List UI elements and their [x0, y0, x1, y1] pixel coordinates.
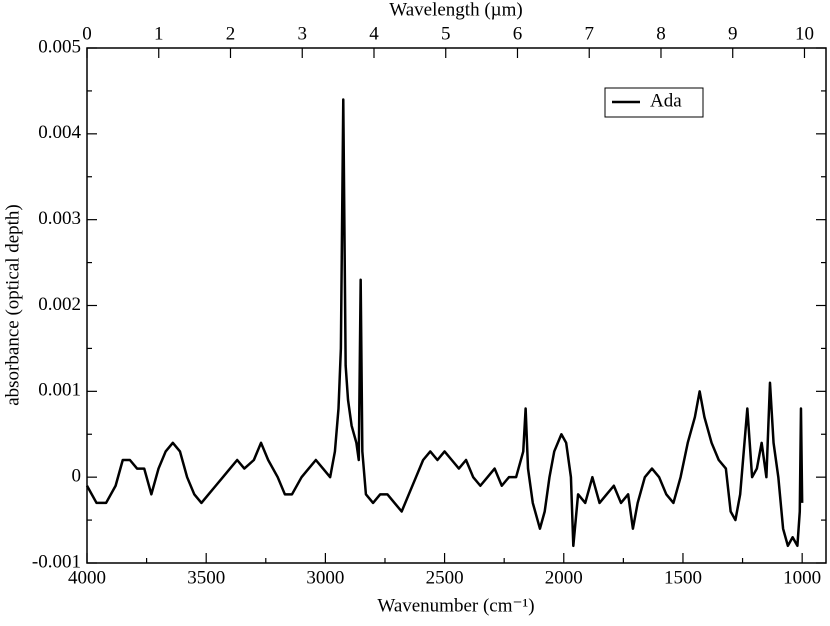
x-tick-label: 1000 [783, 567, 821, 588]
x2-tick-label: 2 [226, 23, 236, 44]
y-tick-label: -0.001 [32, 551, 81, 572]
x2-tick-label: 9 [728, 23, 738, 44]
x2-tick-label: 10 [795, 23, 814, 44]
y-tick-label: 0.003 [38, 208, 81, 229]
x-tick-label: 3500 [187, 567, 225, 588]
y-tick-label: 0 [72, 466, 82, 487]
x-tick-label: 2000 [545, 567, 583, 588]
x2-axis-label: Wavelength (µm) [389, 0, 522, 20]
legend-label: Ada [650, 90, 682, 111]
y-tick-label: 0.005 [38, 36, 81, 57]
x2-tick-label: 7 [584, 23, 594, 44]
x-tick-label: 2500 [426, 567, 464, 588]
y-tick-label: 0.001 [38, 380, 81, 401]
y-tick-label: 0.002 [38, 294, 81, 315]
x2-tick-label: 4 [369, 23, 379, 44]
x-tick-label: 3000 [306, 567, 344, 588]
data-line [85, 98, 804, 548]
x2-tick-label: 8 [656, 23, 666, 44]
x-tick-label: 1500 [664, 567, 702, 588]
x2-tick-label: 6 [513, 23, 523, 44]
plot-frame [86, 47, 827, 564]
x2-tick-label: 5 [441, 23, 451, 44]
x2-tick-label: 0 [82, 23, 92, 44]
y-tick-label: 0.004 [38, 122, 81, 143]
x2-tick-label: 3 [297, 23, 307, 44]
x2-tick-label: 1 [154, 23, 164, 44]
y-axis-label: absorbance (optical depth) [2, 204, 23, 406]
x-axis-label: Wavenumber (cm⁻¹) [377, 595, 534, 616]
x-tick-label: 4000 [68, 567, 106, 588]
